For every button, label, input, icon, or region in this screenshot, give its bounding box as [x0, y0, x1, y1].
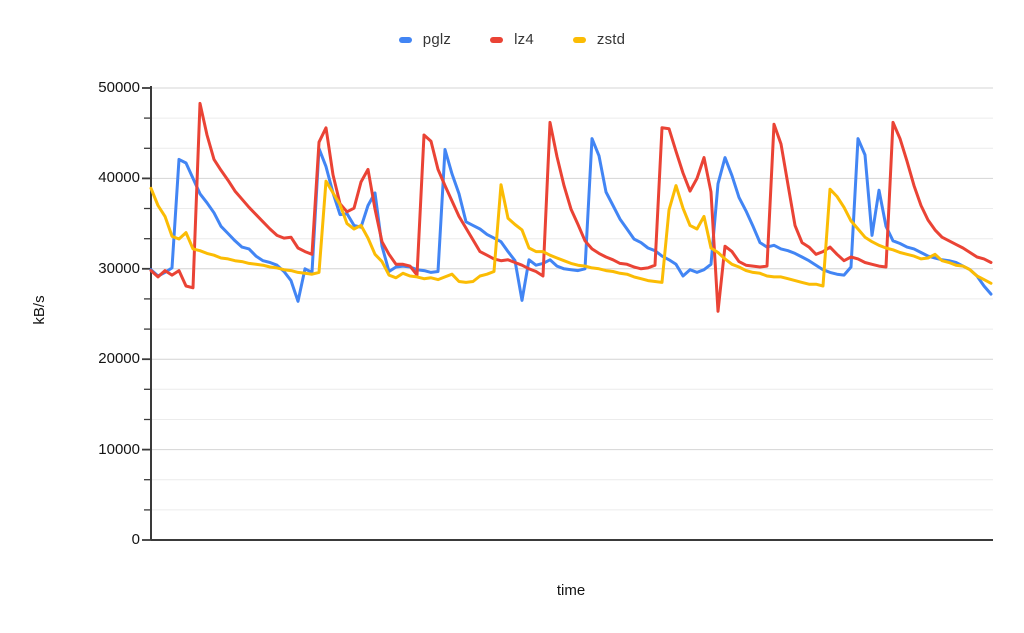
legend-item-lz4: lz4 — [490, 31, 534, 48]
legend-label-zstd: zstd — [596, 31, 626, 48]
series-line-zstd — [149, 179, 993, 288]
y-axis-title: kB/s — [31, 295, 48, 325]
legend-item-zstd: zstd — [572, 31, 626, 48]
series-line-lz4 — [149, 101, 993, 313]
legend-swatch-pglz — [398, 36, 412, 43]
series-line-pglz — [149, 137, 993, 303]
x-axis-title: time — [556, 582, 586, 599]
legend-item-pglz: pglz — [398, 31, 452, 48]
y-tick-label-20000: 20000 — [98, 350, 140, 367]
legend-label-pglz: pglz — [422, 31, 452, 48]
legend: pglz lz4 zstd — [0, 31, 1024, 48]
y-tick-label-50000: 50000 — [98, 79, 140, 96]
legend-swatch-lz4 — [490, 36, 504, 43]
legend-label-lz4: lz4 — [514, 31, 534, 48]
y-tick-label-10000: 10000 — [98, 441, 140, 458]
y-tick-label-40000: 40000 — [98, 169, 140, 186]
y-tick-label-0: 0 — [131, 531, 140, 548]
legend-swatch-zstd — [572, 36, 586, 43]
y-tick-label-30000: 30000 — [98, 260, 140, 277]
